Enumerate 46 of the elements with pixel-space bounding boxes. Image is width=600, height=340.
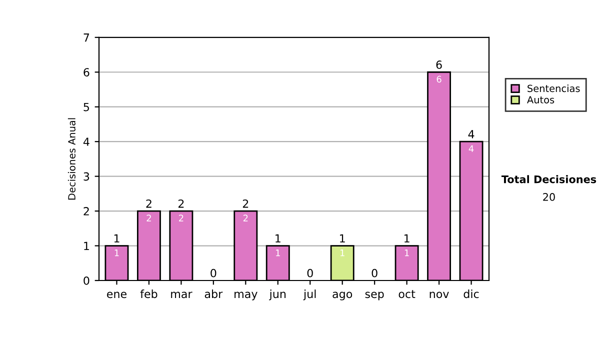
x-tick-label: nov bbox=[430, 292, 449, 298]
y-tick-label: 1 bbox=[84, 242, 89, 250]
data-label: 1 bbox=[114, 250, 119, 256]
x-tick-label: abr bbox=[204, 290, 223, 298]
total-label: 0 bbox=[372, 268, 378, 278]
total-label: 0 bbox=[307, 268, 313, 278]
y-tick-label: 0 bbox=[84, 276, 90, 285]
data-label: 2 bbox=[243, 214, 248, 222]
total-label: 1 bbox=[340, 234, 345, 242]
y-tick-label: 4 bbox=[83, 138, 90, 146]
data-label: 6 bbox=[436, 76, 442, 83]
y-tick-label: 6 bbox=[84, 68, 90, 77]
legend-label: Sentencias bbox=[528, 84, 580, 92]
text: Total Decisiones bbox=[501, 175, 596, 184]
x-tick-label: ago bbox=[332, 292, 352, 300]
total-label: 0 bbox=[210, 268, 216, 278]
total-label: 1 bbox=[404, 234, 410, 242]
text: 20 bbox=[543, 193, 555, 201]
x-tick-label: ene bbox=[106, 292, 126, 298]
x-tick-label: dic bbox=[464, 290, 479, 298]
total-label: 2 bbox=[242, 199, 248, 208]
x-tick-label: feb bbox=[140, 290, 158, 298]
x-tick-label: jun bbox=[269, 290, 286, 300]
y-tick-label: 2 bbox=[84, 207, 89, 216]
total-label: 1 bbox=[114, 234, 120, 242]
data-label: 1 bbox=[276, 250, 280, 256]
legend-label: Autos bbox=[527, 96, 554, 104]
data-label: 1 bbox=[340, 250, 344, 256]
total-label: 6 bbox=[436, 60, 442, 69]
total-label: 4 bbox=[468, 130, 474, 138]
data-label: 2 bbox=[178, 214, 184, 222]
x-tick-label: oct bbox=[398, 290, 416, 298]
total-label: 1 bbox=[276, 234, 280, 242]
y-axis-title: Decisiones Anual bbox=[68, 118, 76, 200]
total-label: 2 bbox=[178, 199, 184, 208]
data-label: 4 bbox=[468, 145, 474, 152]
y-tick-label: 3 bbox=[84, 172, 90, 181]
y-tick-label: 7 bbox=[84, 34, 90, 42]
x-tick-label: may bbox=[234, 292, 258, 300]
x-tick-label: sep bbox=[365, 292, 384, 300]
data-label: 1 bbox=[404, 250, 409, 256]
data-label: 2 bbox=[146, 214, 151, 222]
x-tick-label: mar bbox=[171, 292, 192, 298]
x-tick-label: jul bbox=[303, 290, 316, 300]
y-tick-label: 5 bbox=[84, 102, 89, 112]
total-label: 2 bbox=[146, 199, 152, 208]
